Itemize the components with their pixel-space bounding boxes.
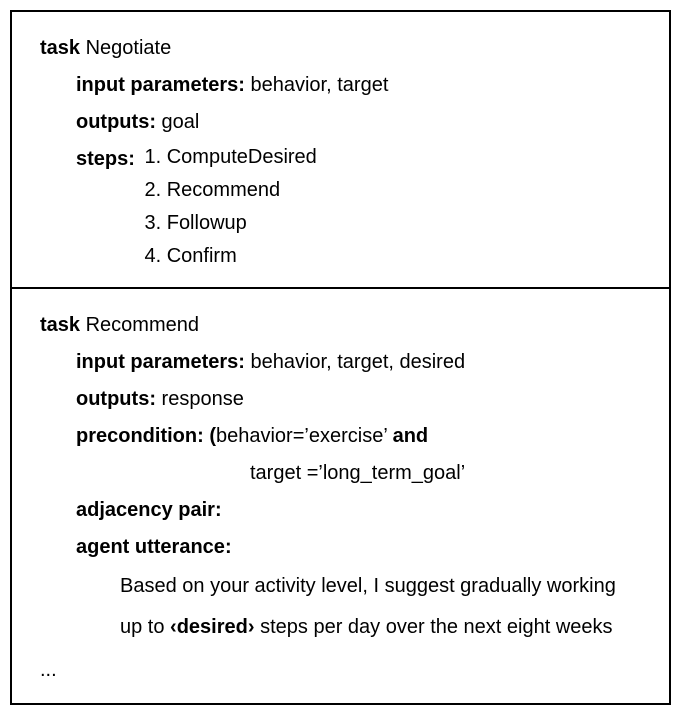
angle-open: ‹ xyxy=(170,616,177,638)
precondition-open-paren: ( xyxy=(209,425,216,447)
ellipsis: ... xyxy=(40,648,649,689)
input-parameters-line: input parameters: behavior, target, desi… xyxy=(40,344,649,381)
precondition-line1: precondition: (behavior=’exercise’ and xyxy=(40,418,649,455)
steps-label: steps xyxy=(76,148,128,170)
input-parameters-line: input parameters: behavior, target xyxy=(40,67,649,104)
agent-utterance-label: agent utterance xyxy=(76,536,225,558)
adjacency-pair-label: adjacency pair xyxy=(76,499,215,521)
utterance-token: desired xyxy=(177,616,248,638)
colon: : xyxy=(128,148,135,170)
adjacency-pair-line: adjacency pair: xyxy=(40,492,649,529)
task1-step: 2. Recommend xyxy=(144,174,316,207)
task-keyword: task xyxy=(40,314,80,336)
task-line: task Recommend xyxy=(40,307,649,344)
steps-label-wrap: steps: xyxy=(76,141,135,178)
colon: : xyxy=(149,111,156,133)
task2-input-parameters: behavior, target, desired xyxy=(251,351,466,373)
task-negotiate-block: task Negotiate input parameters: behavio… xyxy=(12,12,669,287)
task-recommend-block: task Recommend input parameters: behavio… xyxy=(12,287,669,703)
task1-steps-list: 1. ComputeDesired 2. Recommend 3. Follow… xyxy=(140,141,316,273)
task2-outputs: response xyxy=(162,388,244,410)
outputs-line: outputs: goal xyxy=(40,104,649,141)
task2-name: Recommend xyxy=(86,314,199,336)
colon: : xyxy=(149,388,156,410)
steps-line: steps: 1. ComputeDesired 2. Recommend 3.… xyxy=(40,141,649,273)
colon: : xyxy=(225,536,232,558)
colon: : xyxy=(215,499,222,521)
task1-outputs: goal xyxy=(162,111,200,133)
input-parameters-label: input parameters xyxy=(76,74,238,96)
colon: : xyxy=(238,351,245,373)
task-spec-container: task Negotiate input parameters: behavio… xyxy=(10,10,671,705)
angle-close: › xyxy=(248,616,255,638)
outputs-label: outputs xyxy=(76,388,149,410)
precondition-part2: target =’long_term_goal’ xyxy=(250,462,465,484)
outputs-line: outputs: response xyxy=(40,381,649,418)
outputs-label: outputs xyxy=(76,111,149,133)
colon: : xyxy=(197,425,209,447)
utterance-post: steps per day over the next eight weeks xyxy=(255,616,613,638)
task1-step: 3. Followup xyxy=(144,207,316,240)
colon: : xyxy=(238,74,245,96)
task1-input-parameters: behavior, target xyxy=(251,74,389,96)
precondition-label: precondition xyxy=(76,425,197,447)
task-keyword: task xyxy=(40,37,80,59)
precondition-part1: behavior=’exercise’ xyxy=(216,425,387,447)
precondition-line2: target =’long_term_goal’ xyxy=(40,455,649,492)
task1-step: 1. ComputeDesired xyxy=(144,141,316,174)
agent-utterance-text: Based on your activity level, I suggest … xyxy=(40,566,649,648)
agent-utterance-line: agent utterance: xyxy=(40,529,649,566)
task1-name: Negotiate xyxy=(86,37,172,59)
task1-step: 4. Confirm xyxy=(144,240,316,273)
task-line: task Negotiate xyxy=(40,30,649,67)
precondition-and: and xyxy=(393,425,429,447)
input-parameters-label: input parameters xyxy=(76,351,238,373)
